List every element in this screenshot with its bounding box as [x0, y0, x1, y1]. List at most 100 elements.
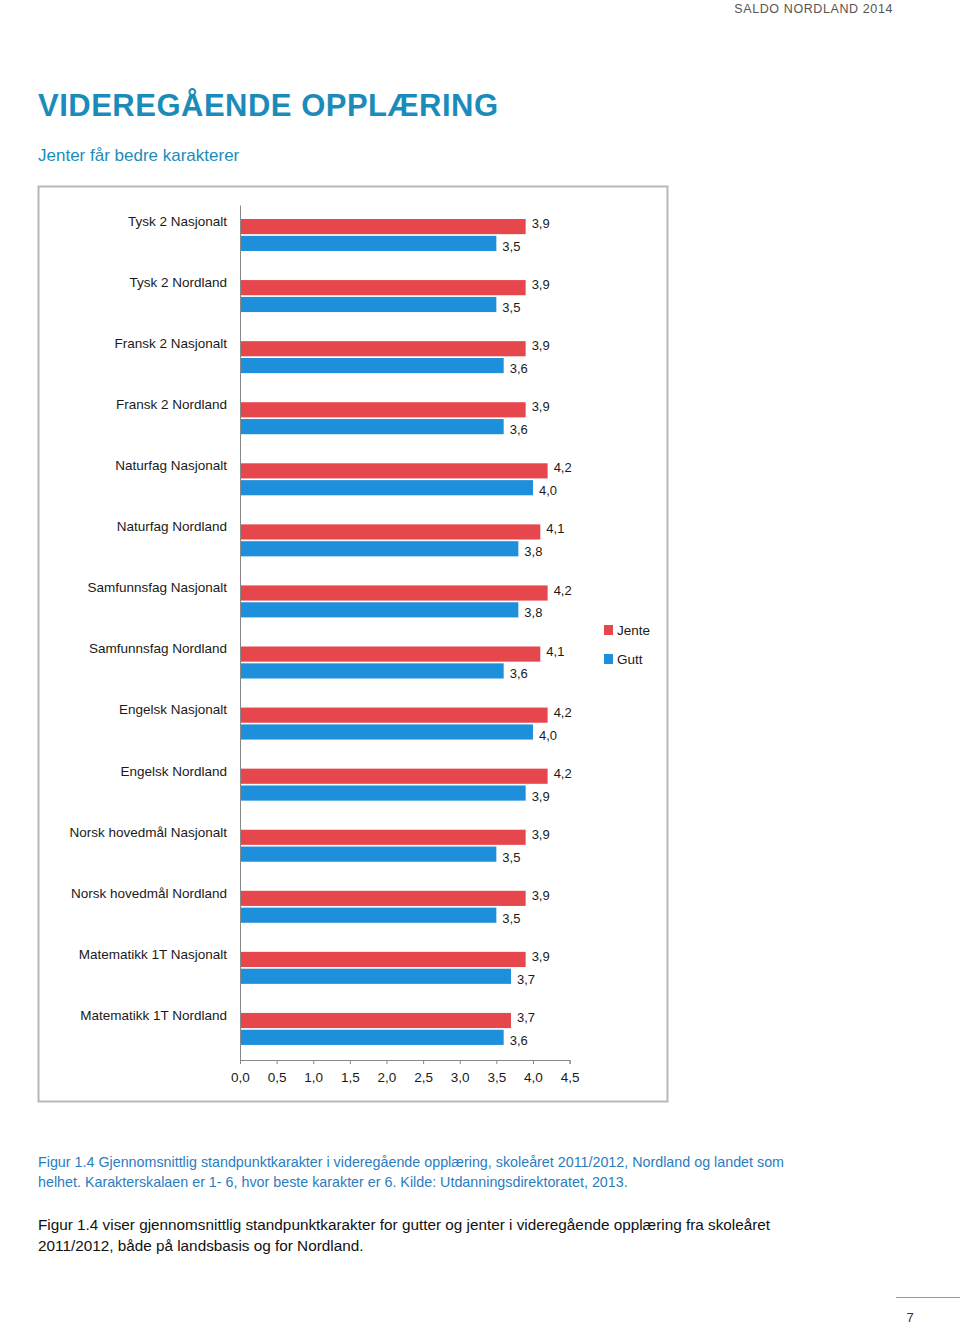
y-tick: Matematikk 1T Nasjonalt — [79, 947, 228, 962]
data-label: 4,0 — [539, 728, 557, 743]
bar — [240, 847, 496, 862]
bar — [240, 585, 548, 600]
x-tick-label: 2,5 — [414, 1070, 433, 1085]
running-header: SALDO NORDLAND 2014 — [734, 2, 893, 16]
data-label: 4,2 — [554, 583, 572, 598]
y-tick: Engelsk Nordland — [120, 763, 227, 778]
bar — [240, 908, 496, 923]
x-axis: 0,0 0,5 1,0 1,5 2,0 2,5 3,0 3,5 4,0 4,5 — [231, 1060, 579, 1085]
data-label: 3,6 — [510, 361, 528, 376]
data-label: 3,5 — [502, 850, 520, 865]
bar — [240, 280, 526, 295]
y-tick-label: Matematikk 1T Nordland — [80, 1008, 227, 1023]
x-tick: 2,0 — [378, 1060, 397, 1085]
y-tick-label: Fransk 2 Nasjonalt — [114, 336, 227, 351]
bar — [240, 785, 526, 800]
data-label: 3,9 — [532, 888, 550, 903]
body-text: 2011/2012, både på landsbasis og for Nor… — [38, 1237, 363, 1254]
x-tick: 4,0 — [524, 1060, 543, 1085]
x-tick-mark — [496, 1060, 497, 1064]
legend: JenteGutt — [604, 623, 650, 667]
x-tick-label: 2,0 — [378, 1070, 397, 1085]
bar — [240, 297, 496, 312]
y-tick-label: Naturfag Nasjonalt — [115, 458, 227, 473]
y-tick-label: Tysk 2 Nordland — [129, 275, 227, 290]
x-tick: 2,5 — [414, 1060, 433, 1085]
data-label: 3,6 — [510, 1033, 528, 1048]
data-label: 3,7 — [517, 972, 535, 987]
x-axis-line — [241, 1061, 571, 1065]
x-tick-label: 3,5 — [487, 1070, 506, 1085]
data-label: 3,9 — [532, 949, 550, 964]
x-tick: 0,0 — [231, 1060, 250, 1085]
bar — [240, 724, 533, 739]
body-text: Figur 1.4 viser gjennomsnittlig standpun… — [38, 1216, 771, 1233]
y-tick-label: Samfunnsfag Nordland — [89, 641, 227, 656]
bar — [240, 952, 526, 967]
x-tick-label: 0,5 — [268, 1070, 287, 1085]
y-tick-label: Matematikk 1T Nasjonalt — [79, 947, 228, 962]
data-label: 4,1 — [546, 521, 564, 536]
page-number-rule — [896, 1297, 960, 1298]
y-tick: Matematikk 1T Nordland — [80, 1008, 227, 1023]
y-tick: Samfunnsfag Nasjonalt — [87, 580, 227, 595]
x-tick: 0,5 — [268, 1060, 287, 1085]
bar — [240, 1013, 511, 1028]
bar — [240, 541, 518, 556]
bar — [240, 969, 511, 984]
bars — [240, 219, 548, 1045]
page-title: VIDEREGÅENDE OPPLÆRING — [38, 88, 499, 123]
data-label: 3,5 — [502, 300, 520, 315]
y-tick: Naturfag Nasjonalt — [115, 458, 227, 473]
bar — [240, 663, 504, 678]
y-tick: Tysk 2 Nordland — [129, 275, 227, 290]
bar — [240, 480, 533, 495]
x-tick-mark — [313, 1060, 314, 1064]
y-tick: Fransk 2 Nasjonalt — [114, 336, 227, 351]
y-tick: Norsk hovedmål Nasjonalt — [69, 825, 227, 840]
data-label: 4,2 — [554, 460, 572, 475]
y-tick-label: Engelsk Nasjonalt — [119, 702, 227, 717]
x-tick-label: 4,0 — [524, 1070, 543, 1085]
x-tick-mark — [460, 1060, 461, 1064]
data-labels: 3,93,93,93,94,24,14,24,14,24,23,93,93,93… — [502, 216, 571, 1048]
data-label: 3,9 — [532, 827, 550, 842]
chart-frame — [39, 187, 668, 1102]
y-tick-label: Norsk hovedmål Nordland — [71, 886, 227, 901]
figure-caption: helhet. Karakterskalaen er 1- 6, hvor be… — [38, 1174, 628, 1190]
legend-swatch — [604, 625, 613, 635]
bar — [240, 1030, 504, 1045]
bar — [240, 463, 548, 478]
legend-label: Gutt — [617, 652, 643, 667]
data-label: 4,2 — [554, 705, 572, 720]
x-tick-mark — [386, 1060, 387, 1064]
x-tick-mark — [423, 1060, 424, 1064]
x-tick: 1,5 — [341, 1060, 360, 1085]
data-label: 3,8 — [524, 544, 542, 559]
x-tick-mark — [277, 1060, 278, 1064]
data-label: 3,7 — [517, 1010, 535, 1025]
y-tick-label: Fransk 2 Nordland — [116, 397, 227, 412]
data-label: 3,6 — [510, 666, 528, 681]
bar — [240, 236, 496, 251]
data-label: 3,9 — [532, 399, 550, 414]
x-tick: 3,0 — [451, 1060, 470, 1085]
bar — [240, 647, 540, 662]
x-tick-mark — [240, 1060, 241, 1064]
y-tick: Naturfag Nordland — [117, 519, 227, 534]
x-tick: 4,5 — [561, 1060, 580, 1085]
page: SALDO NORDLAND 2014 VIDEREGÅENDE OPPLÆRIN… — [0, 0, 960, 1325]
x-tick: 1,0 — [304, 1060, 323, 1085]
data-label: 4,2 — [554, 766, 572, 781]
x-tick: 3,5 — [487, 1060, 506, 1085]
data-label: 4,1 — [546, 644, 564, 659]
data-label: 3,5 — [502, 239, 520, 254]
bar — [240, 769, 548, 784]
bar — [240, 830, 526, 845]
data-label: 3,6 — [510, 422, 528, 437]
data-label: 3,9 — [532, 338, 550, 353]
y-axis: Tysk 2 NasjonaltTysk 2 NordlandFransk 2 … — [69, 206, 240, 1061]
x-tick-label: 0,0 — [231, 1070, 250, 1085]
data-label: 3,5 — [502, 911, 520, 926]
x-tick-label: 1,0 — [304, 1070, 323, 1085]
